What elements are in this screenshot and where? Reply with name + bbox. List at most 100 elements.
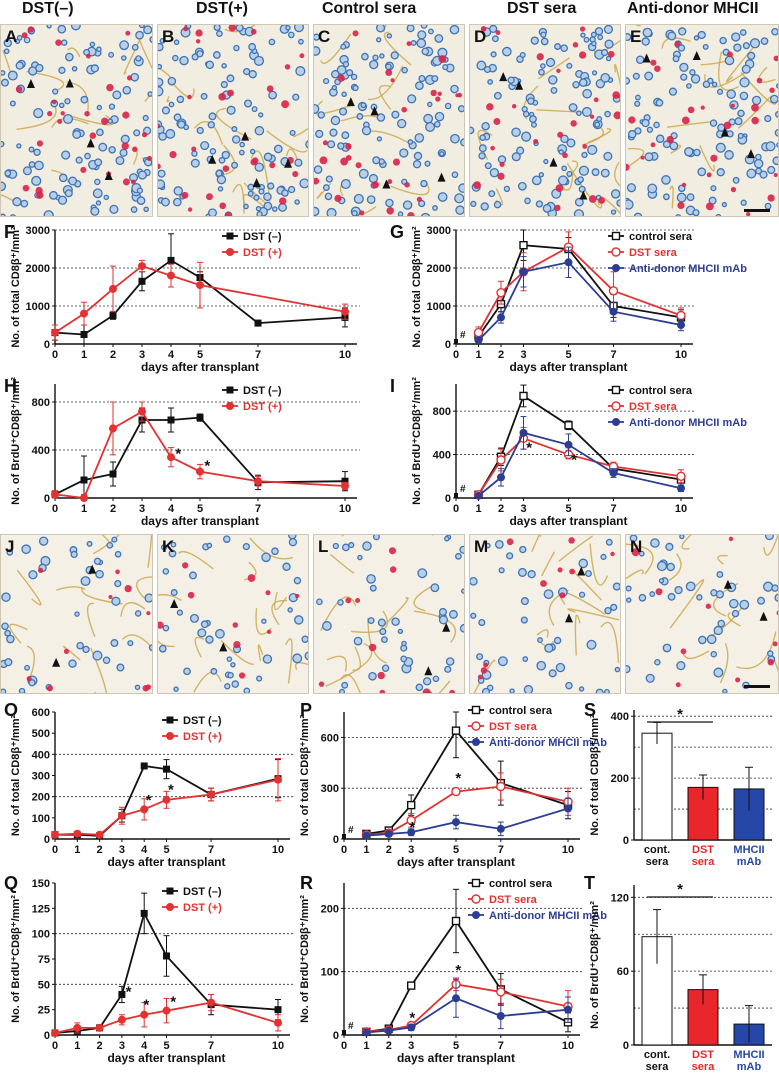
- capillary-line: [614, 63, 620, 86]
- y-axis-title: No. of BrdU⁺CD8β⁺/mm²: [411, 377, 423, 505]
- nucleus-blue: [626, 183, 637, 193]
- capillary-line: [16, 569, 42, 606]
- legend-label: DST sera: [489, 894, 538, 906]
- nucleus-blue: [294, 158, 303, 167]
- x-tick-label: 1: [475, 349, 481, 361]
- nucleus-blue: [345, 69, 354, 77]
- x-tick-label: 10: [272, 844, 284, 856]
- panel-label-E: E: [630, 27, 642, 46]
- nucleus-blue: [191, 150, 198, 157]
- y-tick-label: 125: [32, 903, 50, 915]
- x-tick-label: 0: [453, 503, 459, 515]
- chart-F: 0 1000 2000 3000 0 1 2 3 4 5 7 10 days after transpl…: [10, 225, 360, 374]
- baseline-mark: #: [348, 1021, 354, 1032]
- y-axis-title: No. of total CD8β⁺/mm²: [589, 714, 601, 836]
- y-tick-label: 150: [32, 878, 50, 890]
- nucleus-blue: [172, 54, 179, 62]
- chart-O: 0 100 200 300 400 500 600 0 1 2 3 4 5 7 10 days after t…: [10, 707, 293, 869]
- nucleus-blue: [329, 128, 338, 137]
- nucleus-red: [337, 74, 345, 82]
- nucleus-blue: [502, 46, 512, 57]
- nucleus-blue: [92, 650, 103, 661]
- nucleus-blue: [337, 142, 345, 150]
- nucleus-red: [60, 111, 65, 116]
- nucleus-red: [126, 75, 133, 81]
- y-tick-label: 200: [32, 792, 50, 804]
- nucleus-blue: [629, 535, 638, 543]
- x-tick-label: 7: [498, 1040, 504, 1052]
- nucleus-red: [612, 91, 620, 99]
- nucleus-red: [319, 156, 328, 165]
- significance-star: *: [526, 439, 532, 456]
- nucleus-blue: [351, 210, 358, 216]
- nucleus-red: [540, 580, 547, 587]
- legend-label: DST (+): [183, 902, 222, 914]
- nucleus-red: [228, 25, 237, 32]
- nucleus-blue: [524, 197, 531, 205]
- nucleus-blue: [372, 54, 379, 61]
- nucleus-blue: [135, 55, 142, 62]
- nucleus-red: [187, 207, 193, 212]
- legend-label: DST sera: [629, 401, 678, 413]
- arrowhead-marker: [579, 190, 588, 200]
- panel-label-L: L: [318, 537, 329, 556]
- nucleus-blue: [4, 169, 12, 177]
- x-tick-label: 1: [74, 844, 80, 856]
- nucleus-blue: [1, 140, 5, 148]
- nucleus-blue: [353, 193, 364, 204]
- micrograph-L: L: [313, 534, 465, 694]
- data-point: [207, 790, 216, 799]
- nucleus-blue: [689, 69, 696, 76]
- nucleus-blue: [210, 667, 218, 675]
- nucleus-blue: [540, 31, 547, 38]
- nucleus-red: [124, 584, 132, 593]
- nucleus-blue: [674, 585, 683, 595]
- baseline-mark: #: [460, 330, 466, 341]
- category-label: MHCII: [733, 844, 764, 856]
- nucleus-blue: [116, 663, 125, 672]
- nucleus-blue: [762, 581, 774, 592]
- nucleus-blue: [764, 114, 772, 123]
- x-tick-label: 2: [97, 1040, 103, 1052]
- nucleus-blue: [702, 43, 709, 50]
- nucleus-red: [726, 51, 733, 58]
- y-axis-title: No. of total CD8β⁺/mm²: [10, 226, 22, 348]
- nucleus-blue: [233, 44, 240, 52]
- nucleus-blue: [517, 181, 527, 191]
- nucleus-blue: [95, 569, 104, 579]
- nucleus-blue: [603, 25, 614, 35]
- chart-G: 0 1000 2000 3000 0 1 2 3 5 7 10 days after transpla…: [411, 225, 747, 374]
- arrowhead-marker: [52, 657, 61, 667]
- nucleus-red: [80, 166, 87, 173]
- nucleus-blue: [626, 77, 631, 85]
- nucleus-blue: [491, 35, 499, 43]
- nucleus-blue: [247, 190, 254, 197]
- nucleus-blue: [644, 71, 654, 81]
- nucleus-blue: [148, 644, 152, 652]
- nucleus-red: [767, 194, 775, 202]
- nucleus-blue: [767, 165, 776, 175]
- nucleus-red: [457, 92, 463, 98]
- data-point: [497, 473, 505, 482]
- nucleus-blue: [480, 202, 489, 211]
- nucleus-red: [495, 30, 501, 36]
- nucleus-blue: [391, 110, 400, 119]
- nucleus-blue: [200, 620, 209, 629]
- nucleus-blue: [1, 70, 6, 76]
- nucleus-blue: [390, 51, 399, 60]
- nucleus-red: [101, 117, 109, 125]
- arrowhead-marker: [692, 50, 701, 60]
- nucleus-blue: [416, 38, 427, 49]
- x-tick-label: 0: [52, 844, 58, 856]
- nucleus-blue: [57, 195, 68, 205]
- nucleus-blue: [716, 88, 724, 95]
- y-tick-label: 120: [611, 892, 629, 904]
- nucleus-blue: [207, 121, 215, 129]
- capillary-line: [178, 550, 214, 570]
- nucleus-blue: [158, 42, 164, 52]
- nucleus-red: [15, 86, 23, 93]
- nucleus-blue: [542, 203, 552, 213]
- nucleus-blue: [715, 213, 722, 216]
- nucleus-blue: [626, 665, 631, 674]
